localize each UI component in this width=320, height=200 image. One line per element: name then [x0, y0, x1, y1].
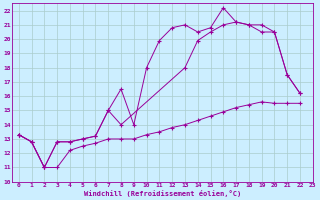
X-axis label: Windchill (Refroidissement éolien,°C): Windchill (Refroidissement éolien,°C) — [84, 190, 241, 197]
